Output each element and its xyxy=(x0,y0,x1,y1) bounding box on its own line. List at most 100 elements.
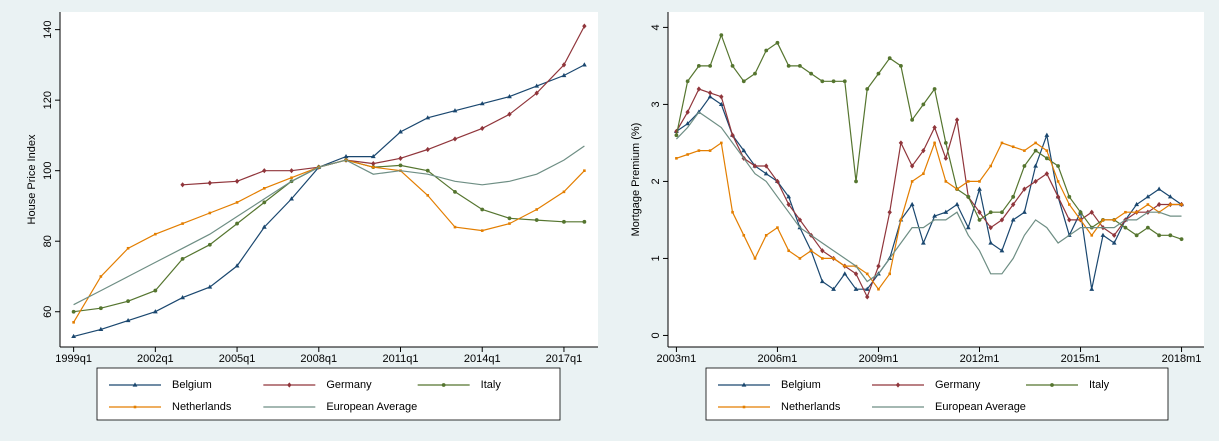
marker xyxy=(909,201,915,207)
marker xyxy=(853,286,859,291)
marker xyxy=(685,79,690,84)
marker xyxy=(718,101,724,107)
y-tick-label: 60 xyxy=(42,306,54,318)
marker xyxy=(752,163,758,169)
marker xyxy=(1089,286,1095,291)
marker xyxy=(842,79,847,84)
marker xyxy=(72,321,75,324)
x-tick-label: 2006m1 xyxy=(758,353,798,365)
marker xyxy=(887,209,892,215)
x-tick-label: 2018m1 xyxy=(1162,353,1202,365)
x-tick-label: 2017q1 xyxy=(546,353,583,365)
x-tick-label: 2012m1 xyxy=(960,353,1000,365)
marker xyxy=(452,136,458,142)
marker xyxy=(235,201,239,204)
marker xyxy=(1010,201,1016,208)
marker xyxy=(398,163,403,168)
marker xyxy=(831,286,836,291)
marker xyxy=(876,71,881,76)
marker xyxy=(1124,210,1127,214)
marker xyxy=(180,182,185,188)
series-line xyxy=(182,25,585,186)
marker xyxy=(853,271,859,277)
marker xyxy=(821,257,824,260)
marker xyxy=(786,194,792,199)
marker xyxy=(742,405,746,409)
marker xyxy=(507,94,512,99)
marker xyxy=(235,221,239,226)
marker xyxy=(1011,145,1015,149)
marker xyxy=(208,211,212,215)
marker xyxy=(1145,194,1151,199)
marker xyxy=(865,294,870,300)
marker xyxy=(708,64,712,68)
marker xyxy=(207,180,213,186)
legend-label: Germany xyxy=(935,379,981,391)
marker xyxy=(98,326,104,331)
marker xyxy=(921,148,926,154)
marker xyxy=(943,155,949,161)
legend-label: Italy xyxy=(1089,379,1110,391)
marker xyxy=(1067,194,1072,199)
marker xyxy=(425,146,430,153)
marker xyxy=(674,133,679,138)
marker xyxy=(899,218,903,222)
marker xyxy=(741,79,746,84)
marker xyxy=(534,90,539,96)
marker xyxy=(887,56,892,61)
marker xyxy=(895,382,901,388)
marker xyxy=(787,249,790,253)
marker xyxy=(1123,225,1128,230)
marker xyxy=(583,169,586,172)
marker xyxy=(562,190,566,194)
marker xyxy=(425,168,430,173)
marker xyxy=(776,226,779,229)
marker xyxy=(1168,233,1173,238)
marker xyxy=(287,382,292,388)
marker xyxy=(1135,210,1138,214)
marker xyxy=(865,272,869,276)
marker xyxy=(786,64,791,68)
marker xyxy=(943,141,948,145)
x-tick-label: 2009m1 xyxy=(859,353,899,365)
marker xyxy=(398,129,403,134)
marker xyxy=(966,194,971,199)
marker xyxy=(741,148,747,153)
legend-label: European Average xyxy=(326,401,417,413)
marker xyxy=(876,263,881,269)
marker xyxy=(696,86,702,92)
marker xyxy=(764,234,768,237)
marker xyxy=(1089,209,1094,215)
marker xyxy=(582,219,587,224)
y-tick-label: 120 xyxy=(42,91,54,109)
y-tick-label: 4 xyxy=(650,24,662,30)
marker xyxy=(132,382,138,387)
marker xyxy=(944,180,948,183)
marker xyxy=(1134,233,1139,238)
marker xyxy=(1067,203,1071,206)
marker xyxy=(730,64,735,68)
marker xyxy=(719,33,724,38)
x-tick-label: 2011q1 xyxy=(383,353,419,365)
marker xyxy=(910,117,915,122)
legend-label: Belgium xyxy=(781,379,821,391)
plot-area xyxy=(60,12,598,347)
marker xyxy=(234,178,240,184)
marker xyxy=(441,383,446,387)
marker xyxy=(153,288,158,293)
marker xyxy=(955,187,959,191)
marker xyxy=(1100,232,1106,237)
legend-box xyxy=(705,367,1169,421)
marker xyxy=(965,225,971,230)
marker xyxy=(741,382,747,387)
marker xyxy=(764,48,769,53)
marker xyxy=(1022,186,1027,192)
marker xyxy=(1067,217,1072,223)
marker xyxy=(480,229,484,232)
marker xyxy=(1056,164,1060,168)
marker xyxy=(126,299,131,304)
marker xyxy=(685,109,690,115)
marker xyxy=(742,234,746,237)
marker xyxy=(370,153,376,159)
marker xyxy=(719,94,724,100)
